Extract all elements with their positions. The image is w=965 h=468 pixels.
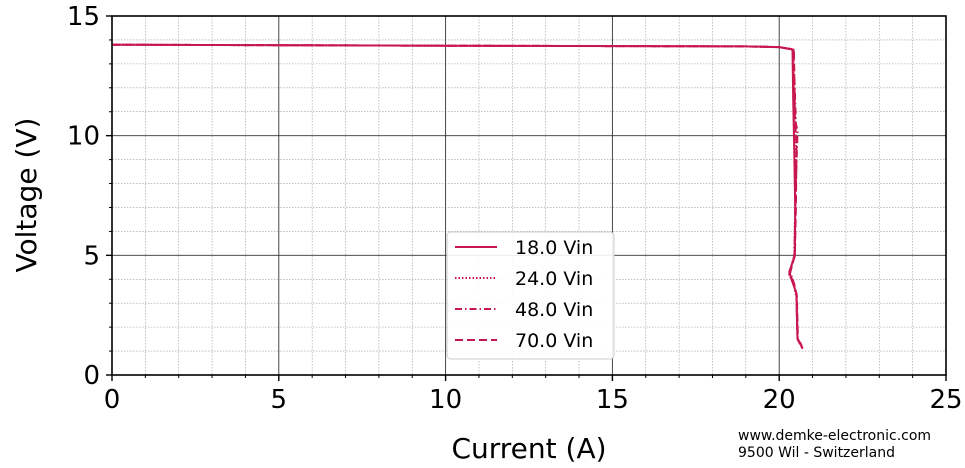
y-axis-title: Voltage (V) <box>10 118 43 273</box>
legend-label-1: 18.0 Vin <box>515 237 593 259</box>
legend-label-3: 48.0 Vin <box>515 299 593 321</box>
credit-website: www.demke-electronic.com <box>738 428 931 444</box>
x-tick-label: 5 <box>271 385 288 415</box>
tick-labels: 0 5 10 15 20 25 0 5 10 15 <box>67 2 963 415</box>
y-tick-label: 5 <box>83 241 100 271</box>
credit-location: 9500 Wil - Switzerland <box>738 445 895 461</box>
x-tick-label: 10 <box>429 385 462 415</box>
legend-label-4: 70.0 Vin <box>515 330 593 352</box>
x-tick-label: 25 <box>929 385 962 415</box>
axis-ticks <box>106 15 947 381</box>
legend-box <box>446 231 615 360</box>
y-tick-label: 10 <box>67 122 100 152</box>
legend: 18.0 Vin 24.0 Vin 48.0 Vin 70.0 Vin <box>446 231 615 360</box>
series-layer <box>111 43 804 350</box>
x-tick-label: 15 <box>596 385 629 415</box>
x-tick-label: 0 <box>104 385 121 415</box>
x-tick-label: 20 <box>763 385 796 415</box>
x-axis-title: Current (A) <box>451 432 606 465</box>
plot-frame <box>111 15 947 376</box>
y-tick-label: 15 <box>67 2 100 32</box>
y-tick-label: 0 <box>83 361 100 391</box>
legend-label-2: 24.0 Vin <box>515 268 593 290</box>
series-line-4 <box>111 43 804 350</box>
